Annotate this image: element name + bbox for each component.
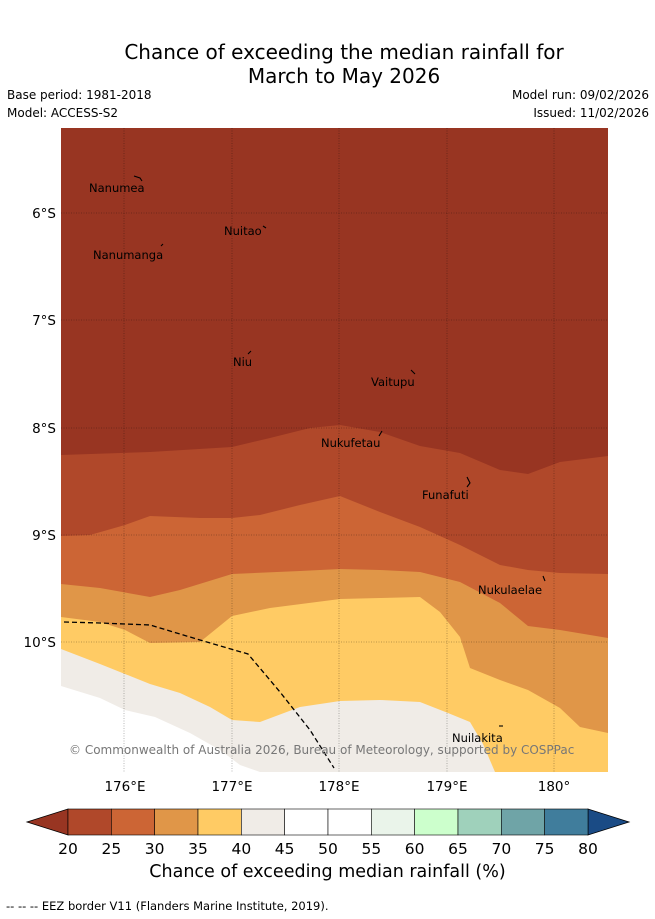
island-outlines	[133, 175, 546, 727]
x-tick-label: 178°E	[318, 779, 359, 795]
base-period: Base period: 1981-2018	[7, 88, 152, 102]
place-nanumanga: Nanumanga	[93, 248, 163, 262]
place-vaitupu: Vaitupu	[371, 375, 415, 389]
y-tick-label: 10°S	[24, 635, 57, 651]
colorbar-tick-label: 20	[58, 840, 78, 858]
map-title: Chance of exceeding the median rainfall …	[0, 40, 655, 88]
colorbar-tick-label: 60	[405, 840, 425, 858]
colorbar: 20 25 30 35 40 45 50 55 60 65 70 75 80	[25, 808, 631, 858]
place-nanumea: Nanumea	[89, 181, 145, 195]
place-nuitao: Nuitao	[224, 224, 262, 238]
legend-note: -- -- -- EEZ border V11 (Flanders Marine…	[6, 899, 329, 913]
title-line-1: Chance of exceeding the median rainfall …	[124, 40, 564, 64]
colorbar-under-arrow	[25, 808, 69, 836]
colorbar-tick-label: 80	[578, 840, 598, 858]
island-shape-nuitao	[262, 225, 267, 229]
island-shape-vaitupu	[410, 369, 416, 375]
colorbar-tick-label: 45	[275, 840, 295, 858]
model-name: Model: ACCESS-S2	[7, 106, 119, 120]
place-funafuti: Funafuti	[422, 488, 469, 502]
graticule	[61, 128, 608, 772]
colorbar-swatch	[241, 808, 285, 836]
colorbar-tick-label: 25	[101, 840, 121, 858]
x-tick-label: 180°	[538, 779, 571, 795]
colorbar-swatch	[284, 808, 329, 836]
island-shape-nukufetau	[378, 430, 383, 437]
island-shape-niu	[247, 350, 252, 355]
eez-dash-symbol: -- -- --	[6, 899, 39, 913]
x-axis-ticks: 176°E 177°E 178°E 179°E 180°	[104, 779, 570, 795]
colorbar-swatch	[67, 808, 112, 836]
copyright-notice: © Commonwealth of Australia 2026, Bureau…	[69, 743, 574, 757]
place-nukufetau: Nukufetau	[321, 436, 380, 450]
x-tick-label: 177°E	[211, 779, 252, 795]
y-tick-label: 9°S	[32, 528, 56, 544]
place-niu: Niu	[233, 355, 252, 369]
y-axis-ticks: 6°S 7°S 8°S 9°S 10°S	[24, 206, 57, 651]
colorbar-tick-label: 65	[448, 840, 468, 858]
colorbar-swatch	[197, 808, 242, 836]
issued-date: Issued: 11/02/2026	[533, 106, 649, 120]
place-labels: Nanumea Nuitao Nanumanga Niu Vaitupu Nuk…	[89, 181, 542, 745]
colorbar-tick-label: 35	[188, 840, 208, 858]
colorbar-tick-label: 75	[535, 840, 555, 858]
colorbar-swatch	[371, 808, 415, 836]
colorbar-swatch	[544, 808, 589, 836]
rainfall-probability-field	[61, 128, 608, 772]
eez-legend-text: EEZ border V11 (Flanders Marine Institut…	[41, 899, 329, 913]
colorbar-tick-label: 30	[145, 840, 165, 858]
colorbar-tick-label: 70	[491, 840, 511, 858]
colorbar-swatch	[414, 808, 459, 836]
eez-border	[63, 621, 335, 769]
y-tick-label: 7°S	[32, 313, 56, 329]
colorbar-tick-label: 40	[231, 840, 251, 858]
place-nuilakita: Nuilakita	[452, 731, 503, 745]
place-nukulaelae: Nukulaelae	[478, 583, 542, 597]
y-tick-label: 8°S	[32, 421, 56, 437]
x-tick-label: 179°E	[426, 779, 467, 795]
colorbar-tick-label: 55	[361, 840, 381, 858]
island-shape-funafuti	[466, 476, 471, 488]
y-tick-label: 6°S	[32, 206, 56, 222]
colorbar-label: Chance of exceeding median rainfall (%)	[149, 862, 506, 882]
colorbar-over-arrow	[587, 808, 631, 836]
zone-45-50	[61, 686, 260, 772]
island-shape-nukulaelae	[542, 575, 546, 582]
x-tick-label: 176°E	[104, 779, 145, 795]
colorbar-swatch	[154, 808, 199, 836]
island-shape-nanumanga	[160, 243, 164, 247]
colorbar-swatch	[111, 808, 155, 836]
title-line-2: March to May 2026	[247, 64, 441, 88]
colorbar-swatch	[327, 808, 372, 836]
colorbar-swatch	[457, 808, 502, 836]
colorbar-swatch	[501, 808, 545, 836]
colorbar-tick-label: 50	[318, 840, 338, 858]
island-shape-nanumea	[133, 175, 143, 182]
model-run: Model run: 09/02/2026	[511, 88, 649, 102]
